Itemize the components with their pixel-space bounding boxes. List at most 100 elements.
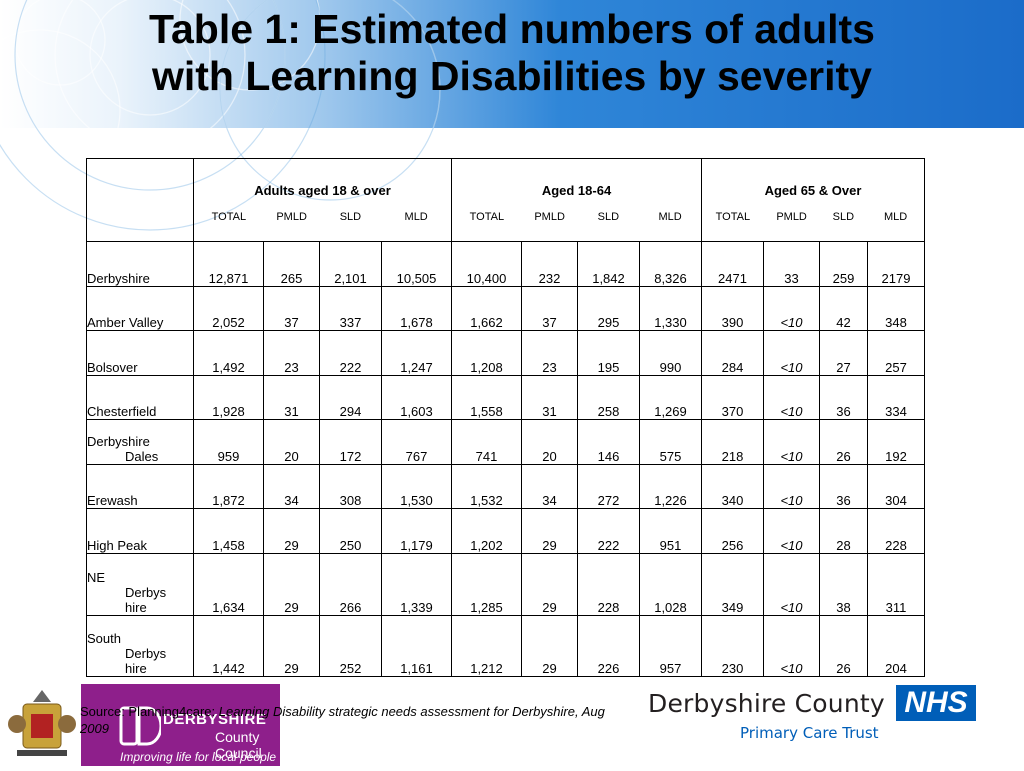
- row-label: High Peak: [86, 508, 194, 554]
- table-row: Chesterfield 1,928 31 294 1,603 1,558 31 258 1,2…: [86, 375, 925, 420]
- table-cell: 266: [319, 553, 382, 616]
- table-cell: 228: [577, 553, 640, 616]
- row-label: Amber Valley: [86, 286, 194, 331]
- table-cell: 390: [701, 286, 764, 331]
- table-cell: 31: [521, 375, 578, 420]
- table-cell: 1,226: [639, 464, 702, 509]
- table-cell: 295: [577, 286, 640, 331]
- row-label: South Derbys hire: [86, 615, 194, 677]
- table-cell: 990: [639, 330, 702, 376]
- table-cell: 1,634: [193, 553, 264, 616]
- table-cell: 29: [521, 615, 578, 677]
- corner-cell: [86, 158, 194, 242]
- table-row: Derbyshire Dales 959 20 172 767 741 20 146 575 218…: [86, 419, 925, 465]
- table-cell: 284: [701, 330, 764, 376]
- table-cell: 1,028: [639, 553, 702, 616]
- council-name-line2: County Council: [215, 729, 262, 761]
- table-cell: 272: [577, 464, 640, 509]
- table-cell: 2471: [701, 241, 764, 287]
- row-label-text: Chesterfield: [87, 404, 157, 419]
- table-row: High Peak 1,458 29 250 1,179 1,202 29 222 951 256…: [86, 508, 925, 554]
- table-cell: 1,678: [381, 286, 452, 331]
- table-cell: 957: [639, 615, 702, 677]
- table-cell: 218: [701, 419, 764, 465]
- table-cell: 1,330: [639, 286, 702, 331]
- table-cell: 195: [577, 330, 640, 376]
- table-cell: 250: [319, 508, 382, 554]
- title-line-2: with Learning Disabilities by severity: [151, 53, 872, 99]
- table-cell: 2,052: [193, 286, 264, 331]
- table-cell: 1,530: [381, 464, 452, 509]
- subheader: SLD: [597, 211, 620, 223]
- table-cell: 348: [867, 286, 925, 331]
- table-cell: 294: [319, 375, 382, 420]
- table-cell: 575: [639, 419, 702, 465]
- table-row: Derbyshire 12,871 265 2,101 10,505 10,400 232 1…: [86, 241, 925, 287]
- row-label-text: Bolsover: [87, 360, 138, 375]
- table-cell: 1,247: [381, 330, 452, 376]
- subheader: SLD: [832, 211, 855, 223]
- table-cell: 1,532: [451, 464, 522, 509]
- group-header-cell: Adults aged 18 & over TOTAL PMLD SLD MLD: [193, 158, 452, 242]
- table-cell: 1,872: [193, 464, 264, 509]
- table-cell: <10: [763, 615, 820, 677]
- table-cell: 1,558: [451, 375, 522, 420]
- row-label-text: Dales: [125, 449, 159, 464]
- coat-of-arms-icon: [3, 684, 81, 766]
- table-cell: 337: [319, 286, 382, 331]
- group-header-cell: Aged 65 & Over TOTAL PMLD SLD MLD: [701, 158, 925, 242]
- table-cell: 349: [701, 553, 764, 616]
- table-cell: 28: [819, 508, 868, 554]
- council-name: DERBYSHIRE: [163, 711, 267, 728]
- table-cell: 10,505: [381, 241, 452, 287]
- table-cell: 308: [319, 464, 382, 509]
- table-cell: 1,842: [577, 241, 640, 287]
- table-cell: 1,492: [193, 330, 264, 376]
- table-cell: 258: [577, 375, 640, 420]
- group-header-cell: Aged 18-64 TOTAL PMLD SLD MLD: [451, 158, 702, 242]
- table-cell: 959: [193, 419, 264, 465]
- table-cell: 311: [867, 553, 925, 616]
- pct-subname: Primary Care Trust: [740, 724, 879, 742]
- table-cell: 1,928: [193, 375, 264, 420]
- table-cell: 20: [521, 419, 578, 465]
- table-cell: 26: [819, 419, 868, 465]
- row-label-text: Derbys: [125, 585, 167, 600]
- source-note: Source: Planning4care: Learning Disabili…: [80, 703, 610, 737]
- table-cell: 1,161: [381, 615, 452, 677]
- table-cell: 172: [319, 419, 382, 465]
- swirl-decoration: [0, 0, 441, 128]
- table-cell: <10: [763, 286, 820, 331]
- table-cell: <10: [763, 464, 820, 509]
- table-body: Derbyshire 12,871 265 2,101 10,505 10,400 232 1…: [86, 241, 925, 677]
- source-prefix: Source: Planning4care:: [80, 704, 219, 719]
- row-label-text: South: [87, 631, 121, 646]
- table-cell: 38: [819, 553, 868, 616]
- table-cell: 26: [819, 615, 868, 677]
- table-cell: 222: [319, 330, 382, 376]
- table-cell: 1,202: [451, 508, 522, 554]
- subheader: TOTAL: [211, 211, 247, 223]
- table-cell: 1,208: [451, 330, 522, 376]
- table-cell: 951: [639, 508, 702, 554]
- table-cell: 29: [263, 508, 320, 554]
- row-label-text: Derbyshire: [87, 271, 150, 286]
- subheader: PMLD: [276, 211, 307, 223]
- group-header: Aged 65 & Over: [764, 183, 862, 198]
- table-row: Bolsover 1,492 23 222 1,247 1,208 23 195 990 284 <…: [86, 330, 925, 376]
- group-header: Aged 18-64: [541, 183, 612, 198]
- table-cell: 741: [451, 419, 522, 465]
- table-cell: 33: [763, 241, 820, 287]
- subheader: MLD: [658, 211, 682, 223]
- table-cell: 259: [819, 241, 868, 287]
- table-cell: 23: [521, 330, 578, 376]
- table-cell: 1,285: [451, 553, 522, 616]
- subheader: SLD: [339, 211, 362, 223]
- table-cell: 2179: [867, 241, 925, 287]
- table-cell: 29: [263, 553, 320, 616]
- table-cell: 29: [521, 553, 578, 616]
- table-row: NE Derbys hire 1,634 29 266 1,339 1,285 29 228 1,0…: [86, 553, 925, 616]
- header-row: Adults aged 18 & over TOTAL PMLD SLD MLD…: [86, 158, 925, 242]
- table-cell: 1,179: [381, 508, 452, 554]
- table-cell: 1,442: [193, 615, 264, 677]
